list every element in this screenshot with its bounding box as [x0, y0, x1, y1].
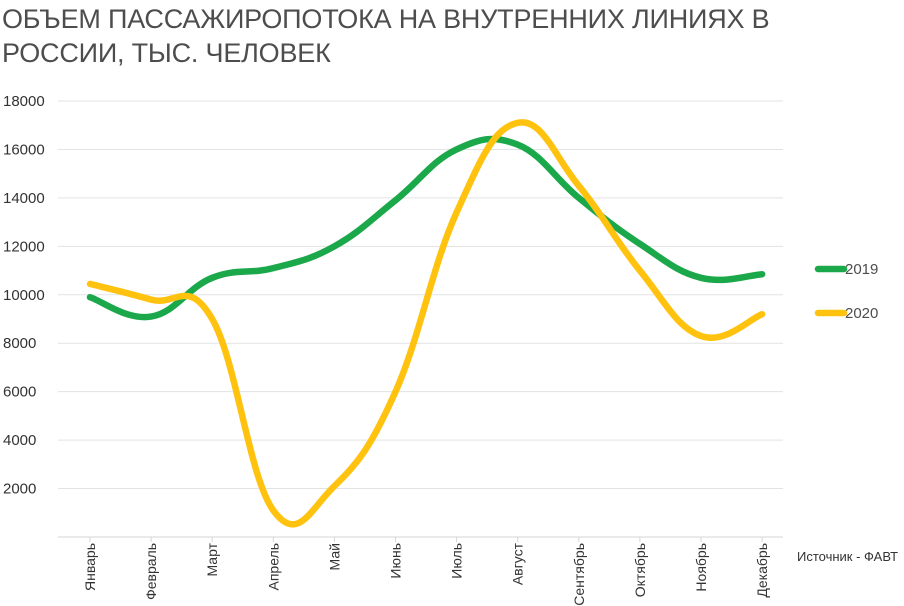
- x-tick-label: Сентябрь: [571, 543, 587, 606]
- y-tick-label: 16000: [3, 141, 45, 158]
- y-tick-label: 12000: [3, 238, 45, 255]
- y-tick-label: 8000: [3, 335, 36, 352]
- x-tick-label: Январь: [82, 543, 98, 591]
- series-lines: [86, 119, 766, 528]
- x-axis-ticks: Январь Февраль Март Апрель Май Июнь Июль Август…: [82, 537, 770, 606]
- source-note: Источник - ФАВТ: [797, 549, 898, 564]
- x-tick-label: Май: [326, 543, 342, 570]
- chart-title: ОБЪЕМ ПАССАЖИРОПОТОКА НА ВНУТРЕННИХ ЛИНИ…: [2, 4, 770, 68]
- x-tick-label: Октябрь: [632, 543, 648, 597]
- y-tick-label: 6000: [3, 384, 36, 401]
- series-line-2019: [86, 135, 766, 321]
- y-tick-label: 18000: [3, 93, 45, 110]
- y-tick-label: 14000: [3, 190, 45, 207]
- x-tick-label: Июль: [449, 543, 465, 579]
- x-tick-label: Март: [204, 542, 220, 576]
- y-tick-label: 2000: [3, 481, 36, 498]
- x-tick-label: Ноябрь: [693, 543, 709, 592]
- x-tick-label: Август: [510, 542, 526, 585]
- y-tick-label: 10000: [3, 287, 45, 304]
- x-tick-label: Декабрь: [754, 543, 770, 598]
- y-tick-label: 4000: [3, 432, 36, 449]
- series-line-2020: [86, 119, 766, 528]
- legend-label-2019: 2019: [845, 261, 878, 278]
- x-tick-label: Февраль: [143, 543, 159, 600]
- legend-label-2020: 2020: [845, 305, 878, 322]
- x-tick-label: Июнь: [388, 543, 404, 579]
- y-axis-ticks: 2000 4000 6000 8000 10000 12000 14000 16000 1800…: [3, 93, 45, 498]
- legend: 2019 2020: [814, 261, 878, 322]
- x-tick-label: Апрель: [265, 543, 281, 591]
